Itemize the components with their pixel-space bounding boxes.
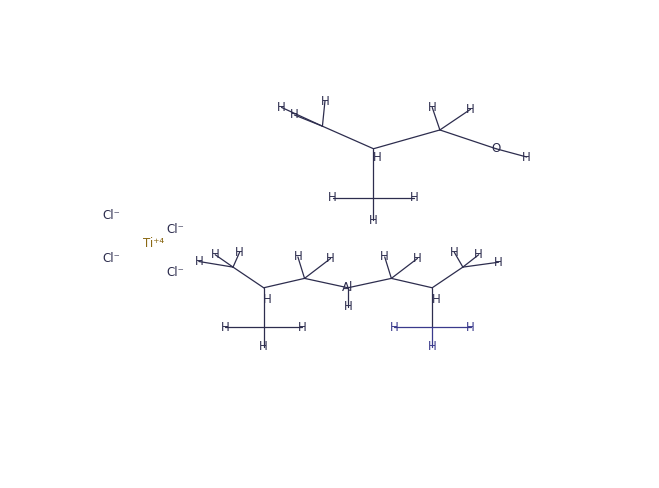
Text: Cl⁻: Cl⁻ (167, 266, 185, 279)
Text: H: H (211, 248, 219, 261)
Text: Ti⁺⁴: Ti⁺⁴ (142, 237, 164, 250)
Text: H: H (410, 191, 418, 204)
Text: H: H (343, 300, 353, 313)
Text: H: H (428, 340, 437, 353)
Text: H: H (277, 101, 286, 114)
Text: Cl⁻: Cl⁻ (103, 252, 121, 265)
Text: H: H (290, 108, 299, 122)
Text: H: H (235, 245, 244, 259)
Text: H: H (474, 248, 483, 261)
Text: H: H (263, 293, 272, 306)
Text: H: H (298, 321, 306, 334)
Text: H: H (494, 256, 503, 269)
Text: H: H (413, 252, 422, 265)
Text: H: H (320, 95, 330, 107)
Text: H: H (259, 340, 268, 353)
Text: H: H (326, 252, 335, 265)
Text: H: H (373, 150, 382, 163)
Text: H: H (466, 103, 475, 116)
Text: H: H (428, 101, 437, 114)
Text: H: H (194, 255, 203, 268)
Text: H: H (389, 321, 398, 334)
Text: H: H (221, 321, 230, 334)
Text: H: H (432, 293, 440, 306)
Text: H: H (293, 250, 302, 264)
Text: O: O (492, 142, 501, 155)
Text: H: H (523, 150, 531, 163)
Text: H: H (369, 214, 378, 226)
Text: Cl⁻: Cl⁻ (167, 223, 185, 236)
Text: H: H (450, 245, 459, 259)
Text: H: H (328, 191, 337, 204)
Text: Al: Al (342, 281, 354, 294)
Text: Cl⁻: Cl⁻ (103, 209, 121, 222)
Text: H: H (380, 250, 389, 264)
Text: H: H (466, 321, 475, 334)
